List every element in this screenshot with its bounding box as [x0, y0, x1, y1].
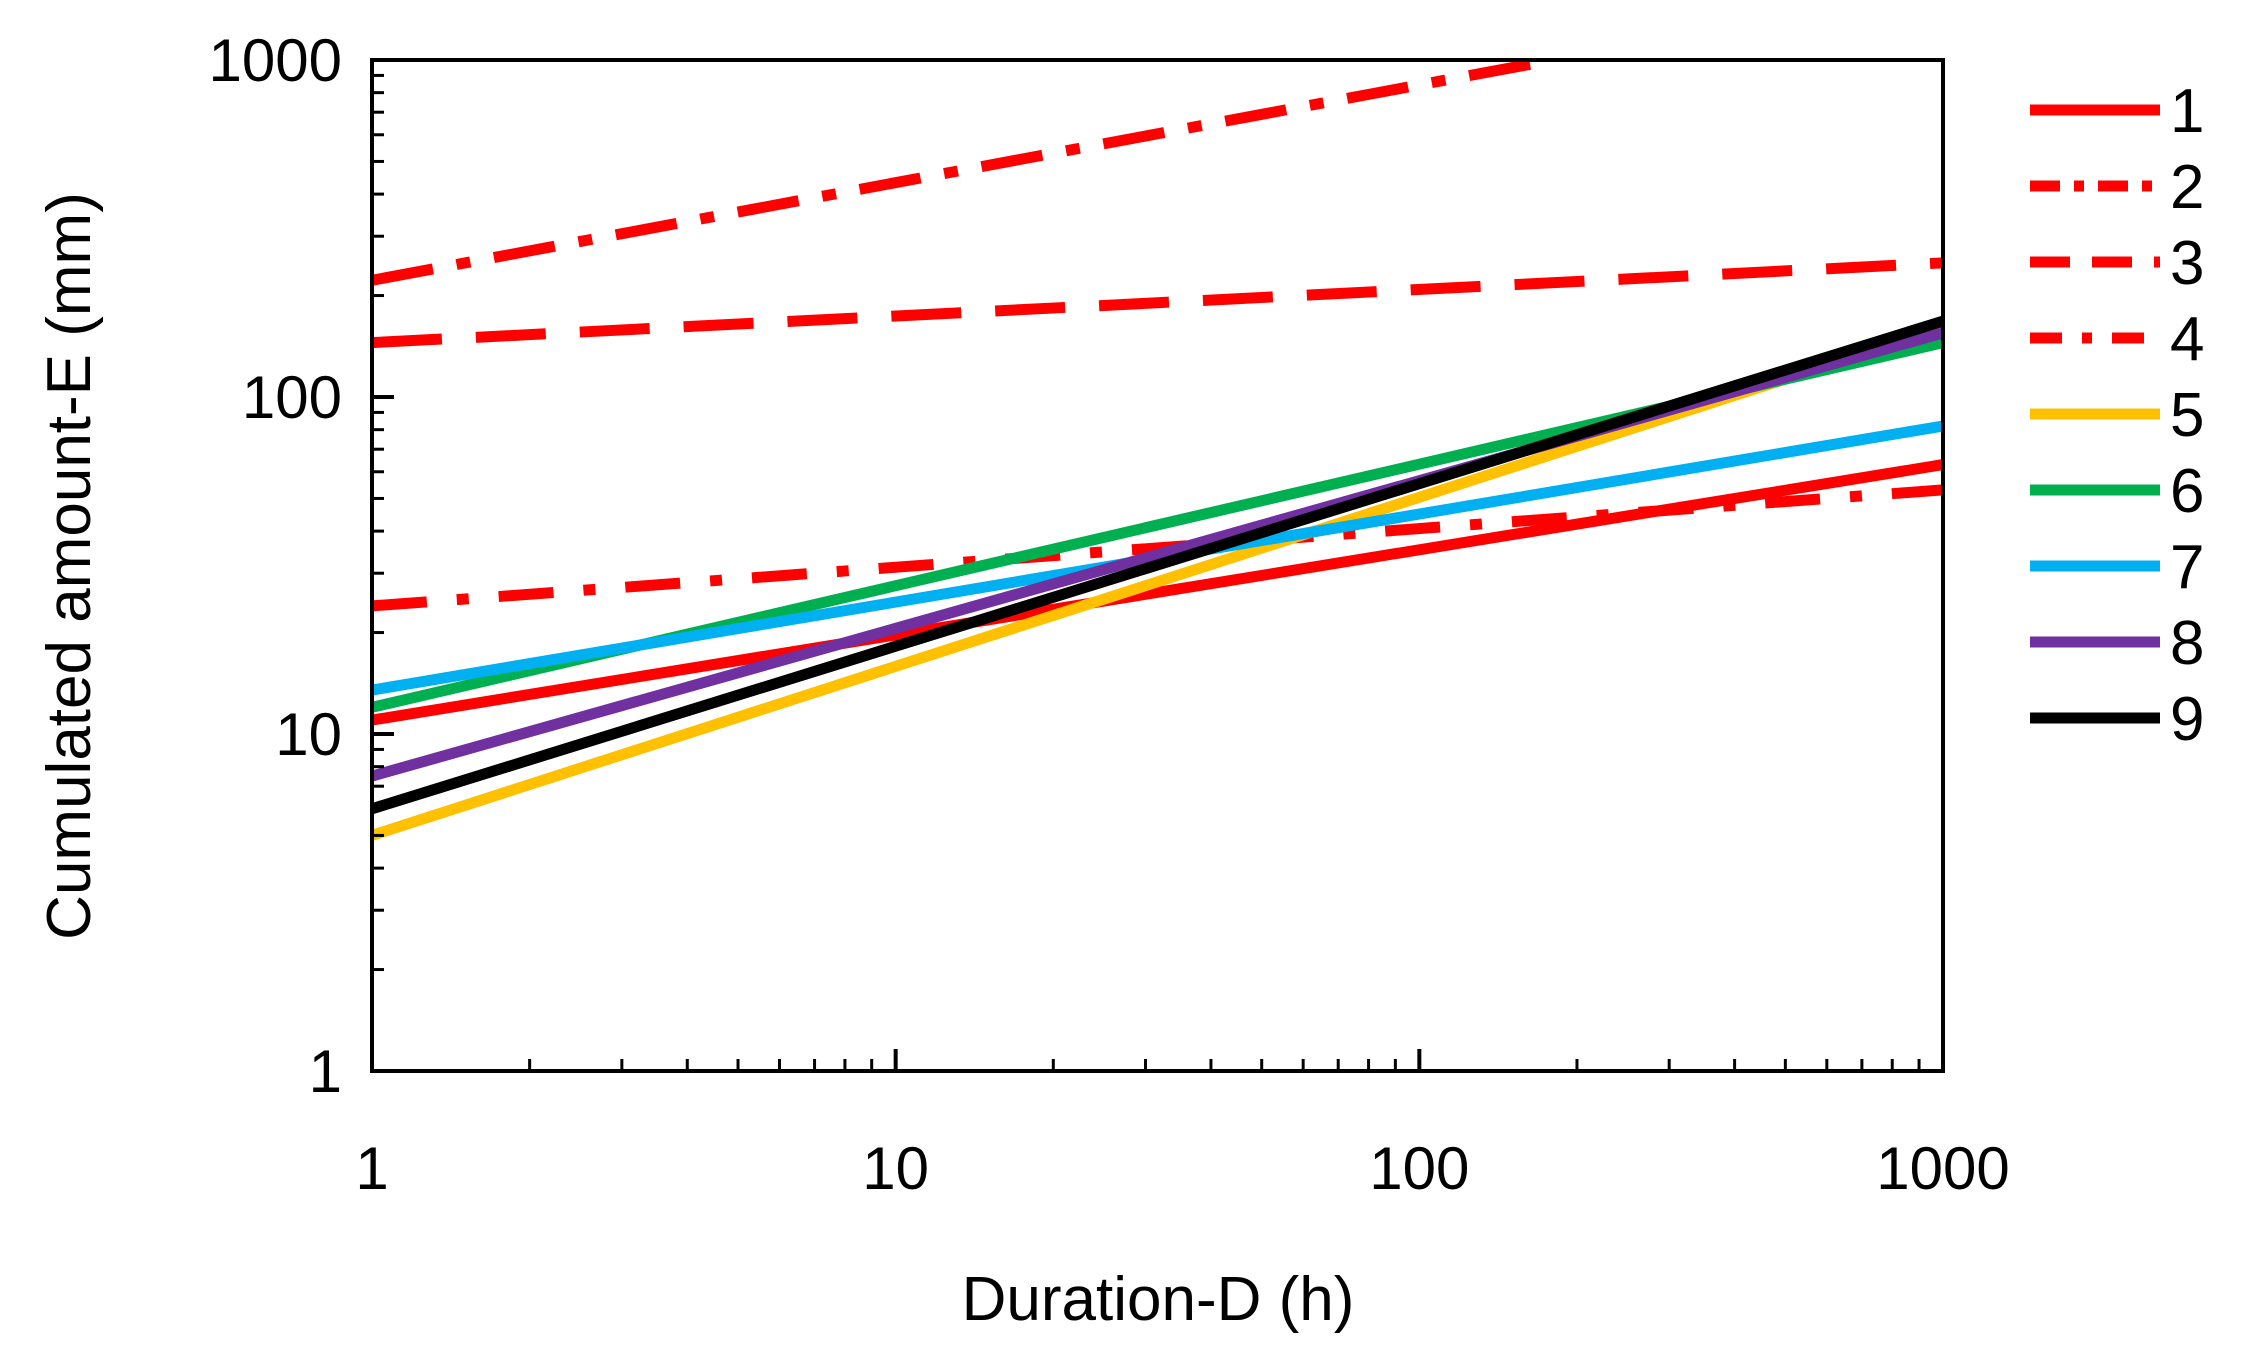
x-tick-label: 100 [1369, 1135, 1469, 1202]
legend-label-9: 9 [2170, 685, 2204, 754]
y-tick-label: 1 [309, 1038, 342, 1105]
plot-frame [370, 58, 1945, 1073]
x-tick-label: 10 [862, 1135, 929, 1202]
series-line-2 [372, 60, 1555, 286]
y-axis-title: Cumulated amount-E (mm) [35, 192, 104, 940]
x-tick-label: 1000 [1876, 1135, 2009, 1202]
y-tick-label: 100 [242, 364, 342, 431]
legend-label-3: 3 [2170, 229, 2204, 298]
legend-label-2: 2 [2170, 153, 2204, 222]
legend-label-1: 1 [2170, 77, 2204, 146]
plot-lines [372, 60, 1943, 841]
axes: 1 10 100 1000 1 10 100 1000 [209, 27, 2010, 1202]
series-line-3 [372, 257, 1943, 349]
y-tick-label: 10 [275, 701, 342, 768]
legend-label-7: 7 [2170, 533, 2204, 602]
y-tick-label: 1000 [209, 27, 342, 94]
legend-label-4: 4 [2170, 305, 2204, 374]
x-tick-label: 1 [355, 1135, 388, 1202]
legend: 1 2 3 4 5 6 7 8 9 [2030, 77, 2204, 754]
series-line-9 [372, 315, 1943, 815]
series-line-1 [372, 459, 1943, 726]
legend-label-8: 8 [2170, 609, 2204, 678]
x-axis-title: Duration-D (h) [962, 1265, 1355, 1334]
legend-label-5: 5 [2170, 381, 2204, 450]
legend-label-6: 6 [2170, 457, 2204, 526]
series-line-5 [372, 322, 1943, 841]
series-line-4 [372, 484, 1943, 612]
